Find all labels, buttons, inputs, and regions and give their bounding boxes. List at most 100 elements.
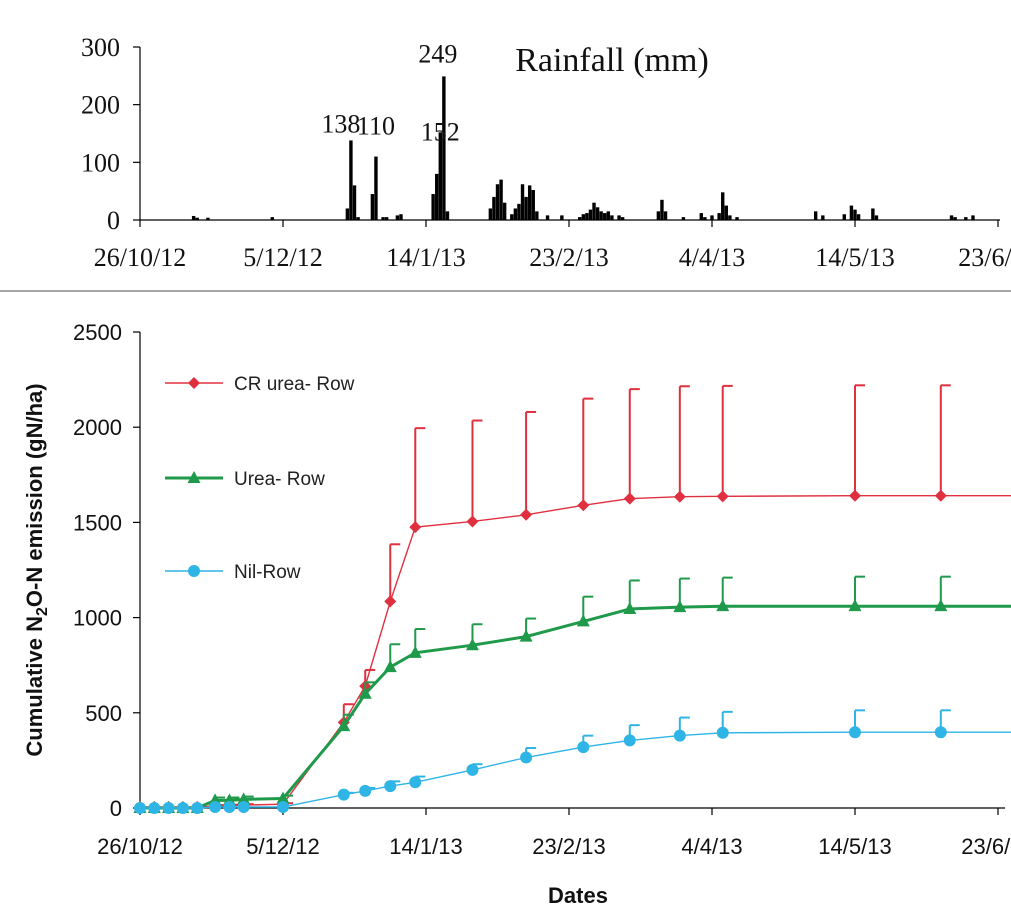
point-cr-urea xyxy=(623,492,636,505)
point-urea xyxy=(408,645,422,658)
y-axis-label-subscript: 2 xyxy=(34,607,51,616)
rain-bar xyxy=(513,208,518,220)
rain-x-tick-label: 26/10/12 xyxy=(94,243,186,272)
rain-bar xyxy=(813,211,818,220)
emission-y-tick-label: 2500 xyxy=(73,320,122,345)
point-urea xyxy=(519,629,533,642)
rain-bar xyxy=(206,217,210,220)
rain-bar xyxy=(821,215,825,220)
rain-bar xyxy=(964,217,968,220)
rain-bar xyxy=(374,156,378,220)
point-urea xyxy=(358,686,372,699)
series-nil xyxy=(134,709,1011,814)
point-nil xyxy=(223,801,236,814)
point-urea xyxy=(673,600,687,613)
rain-x-tick-label: 23/6/13 xyxy=(958,243,1011,272)
rain-bar xyxy=(495,184,500,220)
rain-y-tick-label: 0 xyxy=(107,206,120,235)
point-urea xyxy=(383,660,397,673)
rain-bar xyxy=(735,217,739,220)
point-cr-urea xyxy=(409,521,422,534)
legend-label: Urea- Row xyxy=(234,469,325,490)
emission-x-tick-label: 14/5/13 xyxy=(818,834,891,859)
rain-bar xyxy=(717,213,721,220)
rain-bar xyxy=(191,215,196,220)
point-urea xyxy=(623,602,637,615)
rain-bar xyxy=(445,211,450,220)
rain-bar xyxy=(721,192,725,220)
point-nil xyxy=(209,801,222,814)
rain-bar xyxy=(270,217,274,220)
point-nil xyxy=(716,726,729,739)
rain-annotation: 138 xyxy=(321,109,360,138)
point-urea xyxy=(716,599,730,612)
rain-bar xyxy=(442,76,446,220)
rain-bar xyxy=(849,205,854,220)
legend-marker xyxy=(187,471,201,483)
rain-bar xyxy=(527,185,532,220)
point-nil xyxy=(162,802,175,814)
point-cr-urea xyxy=(934,489,947,502)
rain-annotation: 110 xyxy=(357,112,395,141)
point-nil xyxy=(384,780,397,793)
rain-bar xyxy=(578,217,582,220)
rain-bar xyxy=(517,203,521,220)
rain-bar xyxy=(438,132,442,220)
point-cr-urea xyxy=(849,489,861,502)
rain-bar xyxy=(356,217,360,220)
rain-bar xyxy=(492,196,496,220)
rain-annotation: 152 xyxy=(421,117,460,146)
rain-bar xyxy=(728,215,732,220)
rain-x-tick-label: 23/2/13 xyxy=(529,243,608,272)
point-nil xyxy=(623,734,636,747)
emission-x-tick-label: 5/12/12 xyxy=(246,834,319,859)
point-nil xyxy=(176,802,189,814)
legend-item-cr-urea: CR urea- Row xyxy=(165,374,355,395)
x-axis-label: Dates xyxy=(548,883,608,908)
rain-y-tick-label: 200 xyxy=(81,91,120,120)
rain-x-tick-label: 4/4/13 xyxy=(679,243,745,272)
point-urea xyxy=(276,791,290,804)
rain-bar xyxy=(660,199,664,220)
rain-bar xyxy=(384,217,389,220)
rain-x-tick-label: 14/1/13 xyxy=(386,243,465,272)
rain-bar xyxy=(620,217,625,220)
point-nil xyxy=(359,784,372,797)
point-cr-urea xyxy=(466,515,479,528)
point-urea xyxy=(934,599,948,612)
rain-bar xyxy=(603,213,607,220)
point-nil xyxy=(134,802,146,814)
rain-bar xyxy=(703,217,707,220)
point-nil xyxy=(673,729,686,742)
emission-x-tick-label: 14/1/13 xyxy=(389,834,462,859)
legend-item-urea: Urea- Row xyxy=(165,469,325,490)
emission-y-tick-label: 2000 xyxy=(73,415,122,440)
rain-bar xyxy=(710,215,714,220)
point-nil xyxy=(277,801,289,814)
emission-x-tick-label: 4/4/13 xyxy=(681,834,742,859)
rain-bar xyxy=(560,215,564,220)
rain-bar xyxy=(842,214,846,220)
emission-y-tick-label: 0 xyxy=(110,796,122,821)
rain-bar xyxy=(663,211,668,220)
rain-bar xyxy=(531,190,535,220)
legend-marker xyxy=(188,565,200,577)
emission-y-tick-label: 1000 xyxy=(73,606,122,631)
point-nil xyxy=(934,726,947,739)
point-nil xyxy=(409,776,422,789)
rain-bar xyxy=(499,179,503,220)
rain-y-tick-label: 300 xyxy=(81,33,120,62)
rain-bar xyxy=(395,215,400,220)
y-axis-label: Cumulative N2O-N emission (gN/ha) xyxy=(22,383,51,756)
point-cr-urea xyxy=(384,595,397,608)
point-nil xyxy=(191,802,204,814)
rain-bar xyxy=(681,217,686,220)
rain-bar xyxy=(949,215,954,220)
rain-bar xyxy=(871,208,875,220)
point-nil xyxy=(520,751,533,764)
point-cr-urea xyxy=(520,508,533,521)
point-urea xyxy=(237,792,251,805)
rain-bar xyxy=(381,217,385,220)
rain-bar xyxy=(585,213,589,220)
